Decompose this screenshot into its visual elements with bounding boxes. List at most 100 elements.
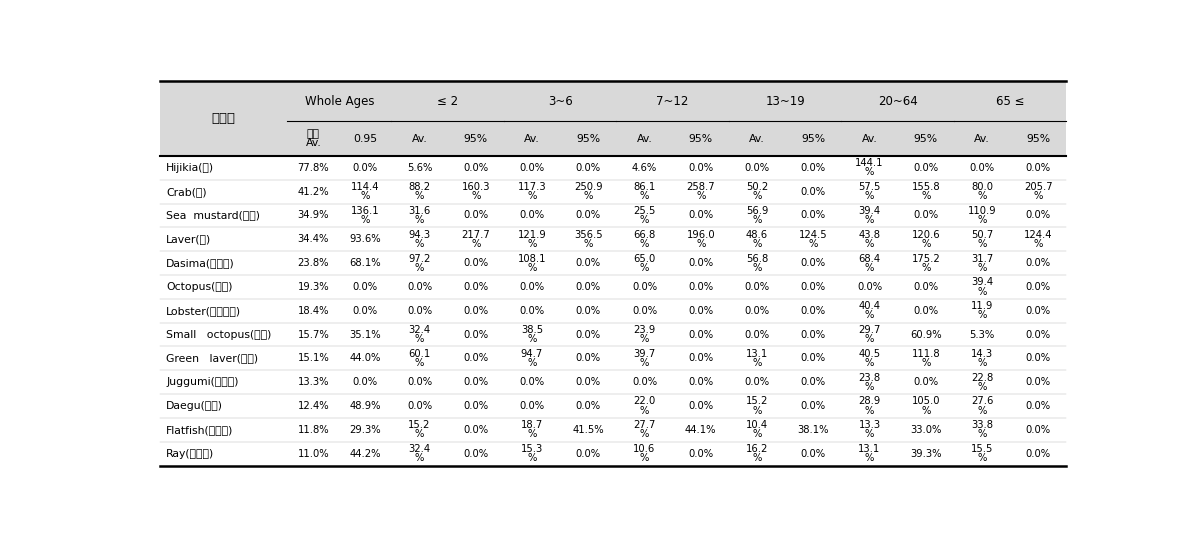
Text: Green   laver(파래): Green laver(파래): [167, 353, 258, 364]
Text: 0.0%: 0.0%: [632, 282, 657, 292]
Text: 160.3
%: 160.3 %: [462, 182, 490, 201]
Text: 15.1%: 15.1%: [298, 353, 330, 364]
Text: 15.3
%: 15.3 %: [521, 444, 543, 463]
Text: 68.1%: 68.1%: [350, 258, 381, 268]
Text: 0.0%: 0.0%: [463, 330, 488, 339]
Text: 34.4%: 34.4%: [298, 234, 330, 244]
Text: Flatfish(가자미): Flatfish(가자미): [167, 425, 233, 435]
Text: 4.6%: 4.6%: [632, 163, 657, 173]
Text: 0.0%: 0.0%: [576, 211, 601, 221]
Text: 0.0%: 0.0%: [1026, 448, 1051, 459]
Text: 0.0%: 0.0%: [913, 211, 938, 221]
Text: 0.0%: 0.0%: [352, 163, 378, 173]
Text: 94.3
%: 94.3 %: [408, 230, 431, 249]
Text: 205.7
%: 205.7 %: [1023, 182, 1053, 201]
Text: Crab(게): Crab(게): [167, 187, 207, 197]
Text: 11.8%: 11.8%: [298, 425, 330, 435]
Text: 31.6
%: 31.6 %: [408, 206, 431, 225]
Text: 19.3%: 19.3%: [298, 282, 330, 292]
Text: 0.0%: 0.0%: [519, 401, 545, 411]
Text: 93.6%: 93.6%: [350, 234, 381, 244]
Text: 10.6
%: 10.6 %: [633, 444, 656, 463]
Text: 0.0%: 0.0%: [688, 330, 713, 339]
Text: 121.9
%: 121.9 %: [518, 230, 546, 249]
Text: 32.4
%: 32.4 %: [408, 444, 431, 463]
Text: 0.0%: 0.0%: [1026, 330, 1051, 339]
Text: 114.4
%: 114.4 %: [351, 182, 380, 201]
Text: 105.0
%: 105.0 %: [912, 396, 940, 416]
Text: 29.3%: 29.3%: [350, 425, 381, 435]
Text: 35.1%: 35.1%: [350, 330, 381, 339]
Text: 23.8
%: 23.8 %: [858, 373, 881, 392]
Text: 식품명: 식품명: [212, 112, 236, 125]
Text: 0.0%: 0.0%: [576, 401, 601, 411]
Text: 44.1%: 44.1%: [685, 425, 716, 435]
Text: 95%: 95%: [914, 134, 938, 144]
Text: 0.0%: 0.0%: [463, 282, 488, 292]
Text: 77.8%: 77.8%: [298, 163, 330, 173]
Text: 전체
Av.: 전체 Av.: [306, 129, 321, 148]
Text: 258.7
%: 258.7 %: [687, 182, 715, 201]
Text: 5.6%: 5.6%: [407, 163, 432, 173]
Text: 38.5
%: 38.5 %: [521, 325, 543, 344]
Text: 0.0%: 0.0%: [576, 377, 601, 387]
Text: Sea  mustard(미역): Sea mustard(미역): [167, 211, 261, 221]
Text: 18.4%: 18.4%: [298, 306, 330, 316]
Text: 13.1
%: 13.1 %: [746, 349, 768, 368]
Text: 15.2
%: 15.2 %: [408, 420, 431, 439]
Text: 0.0%: 0.0%: [352, 282, 378, 292]
Text: 0.0%: 0.0%: [463, 401, 488, 411]
Text: 44.2%: 44.2%: [350, 448, 381, 459]
Text: 0.0%: 0.0%: [463, 306, 488, 316]
Text: 0.0%: 0.0%: [801, 448, 826, 459]
Text: 0.0%: 0.0%: [576, 282, 601, 292]
Text: 0.0%: 0.0%: [801, 401, 826, 411]
Text: 22.8
%: 22.8 %: [971, 373, 994, 392]
Text: Laver(김): Laver(김): [167, 234, 212, 244]
Text: 5.3%: 5.3%: [970, 330, 995, 339]
Text: 3~6: 3~6: [547, 95, 572, 107]
Text: 110.9
%: 110.9 %: [967, 206, 996, 225]
Text: 0.0%: 0.0%: [913, 282, 938, 292]
Text: 0.0%: 0.0%: [352, 377, 378, 387]
Text: 196.0
%: 196.0 %: [687, 230, 715, 249]
Text: 124.4
%: 124.4 %: [1025, 230, 1052, 249]
Text: 155.8
%: 155.8 %: [912, 182, 940, 201]
Text: 0.0%: 0.0%: [801, 258, 826, 268]
Text: 14.3
%: 14.3 %: [971, 349, 994, 368]
Text: 16.2
%: 16.2 %: [746, 444, 769, 463]
Text: 48.6
%: 48.6 %: [746, 230, 768, 249]
Text: 136.1
%: 136.1 %: [351, 206, 380, 225]
Text: Hijikia(통): Hijikia(통): [167, 163, 214, 173]
Text: 22.0
%: 22.0 %: [633, 396, 656, 416]
Text: 43.8
%: 43.8 %: [858, 230, 881, 249]
Text: 0.0%: 0.0%: [1026, 211, 1051, 221]
Text: 15.2
%: 15.2 %: [746, 396, 769, 416]
Text: 0.0%: 0.0%: [801, 353, 826, 364]
Text: 65.0
%: 65.0 %: [633, 253, 656, 273]
Text: 97.2
%: 97.2 %: [408, 253, 431, 273]
Text: Dasima(다시마): Dasima(다시마): [167, 258, 234, 268]
Text: Octopus(문어): Octopus(문어): [167, 282, 233, 292]
Text: 57.5
%: 57.5 %: [858, 182, 881, 201]
Text: Av.: Av.: [637, 134, 652, 144]
Text: 0.0%: 0.0%: [576, 353, 601, 364]
Text: 50.7
%: 50.7 %: [971, 230, 994, 249]
Text: 117.3
%: 117.3 %: [518, 182, 546, 201]
Text: 0.0%: 0.0%: [407, 282, 432, 292]
Text: 0.0%: 0.0%: [913, 163, 938, 173]
Text: 0.0%: 0.0%: [801, 330, 826, 339]
Text: 32.4
%: 32.4 %: [408, 325, 431, 344]
Text: 23.8%: 23.8%: [298, 258, 330, 268]
Text: Whole Ages: Whole Ages: [305, 95, 374, 107]
Text: 13~19: 13~19: [765, 95, 804, 107]
Text: 0.0%: 0.0%: [801, 377, 826, 387]
Text: 0.95: 0.95: [353, 134, 377, 144]
Text: 0.0%: 0.0%: [463, 377, 488, 387]
Text: 40.4
%: 40.4 %: [858, 301, 881, 321]
Text: 39.3%: 39.3%: [910, 448, 941, 459]
Text: 0.0%: 0.0%: [688, 258, 713, 268]
Text: 0.0%: 0.0%: [913, 377, 938, 387]
Text: 0.0%: 0.0%: [745, 377, 770, 387]
Text: 86.1
%: 86.1 %: [633, 182, 656, 201]
